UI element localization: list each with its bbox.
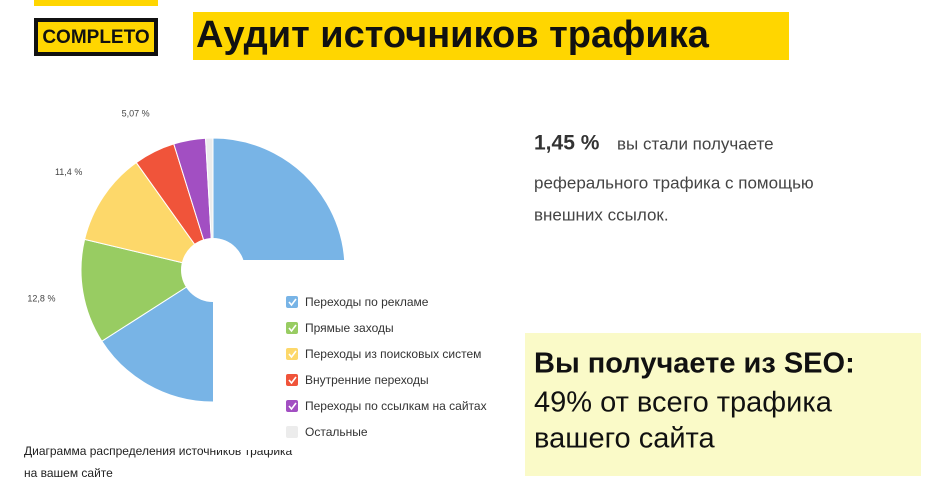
legend-label: Переходы из поисковых систем: [305, 347, 481, 361]
highlight-line: вашего сайта: [534, 423, 716, 455]
pie-slice: [80, 238, 215, 342]
title-bg: [193, 12, 789, 60]
caption: на вашем сайте: [24, 466, 113, 480]
legend-checkbox: [286, 426, 298, 438]
stat-line: внешних ссылок.: [534, 205, 669, 224]
legend-label: Внутренние переходы: [305, 373, 429, 387]
highlight-heading: Вы получаете из SEO:: [534, 348, 855, 380]
logo-inner: [38, 22, 154, 52]
pie-slice: [205, 137, 214, 271]
stat-line: вы стали получаете: [617, 134, 774, 153]
data-label: 12,8 %: [27, 293, 55, 303]
pie-slice: [84, 161, 215, 271]
legend-check: [288, 350, 297, 359]
legend-label: Переходы по ссылкам на сайтах: [305, 399, 487, 413]
legend-check: [288, 402, 297, 411]
legend-check: [288, 298, 297, 307]
data-label: 5,07 %: [122, 109, 150, 119]
stat-value: 1,45 %: [534, 132, 600, 155]
legend-checkbox: [286, 296, 298, 308]
highlight-box: [525, 333, 921, 476]
legend-checkbox: [286, 348, 298, 360]
legend-label: Прямые заходы: [305, 321, 394, 335]
legend-label: Остальные: [305, 425, 368, 439]
legend-check: [288, 376, 297, 385]
pie-chart: 12,8 % 11,4 % 5,07 % Переходы по рекламе Пря…: [27, 109, 513, 450]
title: Аудит источников трафика: [196, 14, 710, 56]
legend-checkbox: [286, 322, 298, 334]
highlight-line: 49% от всего трафика: [534, 387, 833, 419]
legend-label: Переходы по рекламе: [305, 295, 429, 309]
donut-hole: [181, 238, 245, 302]
stat-line: реферального трафика с помощью: [534, 173, 814, 192]
legend-checkbox: [286, 374, 298, 386]
legend-backdrop: [213, 260, 513, 450]
logo-stripe: [34, 0, 158, 6]
data-label: 11,4 %: [55, 167, 82, 177]
legend-checkbox: [286, 400, 298, 412]
logo: COMPLETO: [42, 27, 149, 48]
legend-check: [288, 324, 297, 333]
